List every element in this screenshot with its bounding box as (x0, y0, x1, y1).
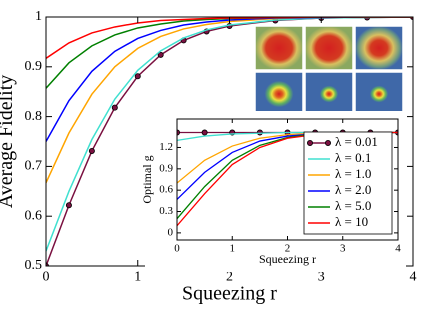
x-tick-label: 3 (340, 242, 346, 254)
series-marker (201, 129, 208, 136)
series-marker (256, 129, 263, 136)
y-tick-label: 0.5 (25, 258, 43, 273)
x-tick-label: 3 (318, 269, 325, 284)
series-marker (88, 147, 95, 154)
y-tick-label: 0 (168, 226, 174, 238)
y-tick-label: 0.6 (159, 184, 173, 196)
legend-label: λ = 10 (335, 214, 368, 229)
series-line (46, 17, 413, 89)
thumbnail (254, 25, 304, 71)
legend-box (303, 131, 393, 235)
x-tick-label: 1 (134, 269, 141, 284)
chart: 0.5 0.6 0.7 0.8 0.9 1 0 1 2 3 4 Squeezing r Average … (0, 9, 417, 305)
legend-marker (306, 139, 313, 146)
y-tick-label: 1.2 (159, 141, 173, 153)
legend-marker (324, 139, 331, 146)
y-tick-label: 1 (35, 9, 42, 24)
thumbnail (354, 71, 404, 117)
legend-label: λ = 2.0 (335, 182, 371, 197)
thumbnail (304, 71, 354, 117)
x-tick-label: 0 (174, 242, 180, 254)
x-tick-label: 4 (410, 269, 417, 284)
thumbnail (304, 25, 354, 71)
x-tick-label: 2 (285, 242, 291, 254)
legend-label: λ = 1.0 (335, 166, 371, 181)
chart: 0 0.3 0.6 0.9 1.2 0 1 2 3 4 Squeezing r Optimal g λ … (140, 111, 406, 272)
y-tick-label: 0.8 (25, 109, 43, 124)
series-line (46, 17, 413, 59)
legend-label: λ = 5.0 (335, 198, 371, 213)
x-axis-label: Squeezing r (182, 283, 277, 305)
y-tick-label: 0.9 (25, 59, 43, 74)
legend-label: λ = 0.01 (335, 134, 378, 149)
x-axis-label: Squeezing r (259, 252, 316, 266)
y-tick-label: 0.3 (159, 205, 173, 217)
series-marker (157, 51, 164, 58)
x-tick-label: 0 (43, 269, 50, 284)
thumbnail (254, 71, 304, 117)
x-tick-label: 4 (395, 242, 401, 254)
series-marker (177, 129, 180, 136)
series-marker (65, 202, 72, 209)
thumbnail (354, 25, 404, 71)
y-axis-label: Average Fidelity (0, 75, 17, 208)
y-tick-label: 0.6 (25, 208, 43, 223)
legend-label: λ = 0.1 (335, 150, 371, 165)
x-tick-label: 2 (226, 269, 233, 284)
y-tick-label: 0.9 (159, 162, 173, 174)
series-marker (134, 73, 141, 80)
thumbnails (254, 25, 404, 117)
y-axis-label: Optimal g (140, 155, 154, 203)
series-marker (111, 104, 118, 111)
plot-frame (176, 118, 399, 241)
x-tick-label: 1 (230, 242, 236, 254)
y-tick-label: 0.7 (25, 159, 43, 174)
